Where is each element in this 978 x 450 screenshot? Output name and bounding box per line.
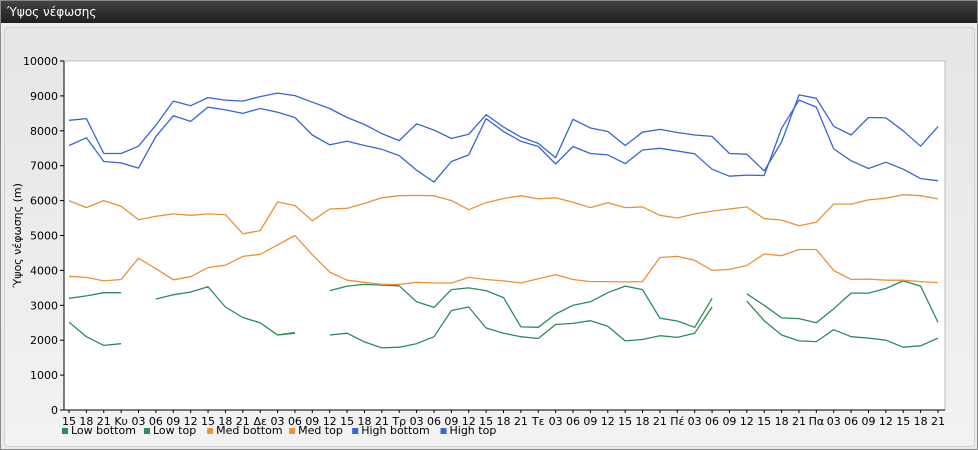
x-tick-label: 12 — [184, 415, 198, 428]
x-tick-label: 12 — [601, 415, 615, 428]
x-tick-label: 06 — [149, 415, 163, 428]
y-tick-label: 3000 — [30, 299, 58, 312]
title-bar: Ύψος νέφωσης — [1, 1, 977, 23]
x-tick-label: Κυ — [114, 415, 128, 428]
x-tick-label: 15 — [618, 415, 632, 428]
x-tick-label: 18 — [79, 415, 93, 428]
y-tick-label: 10000 — [23, 55, 58, 68]
x-tick-label: 21 — [236, 415, 250, 428]
legend-swatch — [352, 428, 359, 434]
window-title: Ύψος νέφωσης — [7, 5, 97, 19]
legend-label: Med top — [298, 424, 343, 437]
x-tick-label: 21 — [514, 415, 528, 428]
x-tick-label: 06 — [705, 415, 719, 428]
x-tick-label: 03 — [132, 415, 146, 428]
x-tick-label: 06 — [288, 415, 302, 428]
x-tick-label: 06 — [844, 415, 858, 428]
x-tick-label: 21 — [375, 415, 389, 428]
x-tick-label: 18 — [636, 415, 650, 428]
x-tick-label: Πέ — [670, 415, 684, 428]
y-tick-label: 8000 — [30, 125, 58, 138]
legend-label: Med bottom — [216, 424, 283, 437]
x-tick-label: 21 — [97, 415, 111, 428]
x-tick-label: 15 — [757, 415, 771, 428]
y-tick-label: 5000 — [30, 230, 58, 243]
x-tick-label: 09 — [166, 415, 180, 428]
legend-swatch — [144, 428, 150, 434]
x-tick-label: 21 — [653, 415, 667, 428]
x-tick-label: 12 — [323, 415, 337, 428]
legend-swatch — [207, 428, 214, 434]
x-tick-label: 03 — [549, 415, 563, 428]
x-tick-label: Δε — [253, 415, 267, 428]
series-line-med-top — [68, 194, 939, 235]
x-tick-label: 18 — [357, 415, 371, 428]
x-tick-label: 12 — [879, 415, 893, 428]
y-axis-label: Ύψος νέφωσης (m) — [11, 183, 24, 289]
x-tick-label: 12 — [740, 415, 754, 428]
x-tick-label: 03 — [827, 415, 841, 428]
y-tick-label: 1000 — [30, 369, 58, 382]
series-line-high-top — [68, 92, 939, 172]
y-tick-label: 4000 — [30, 264, 58, 277]
y-tick-label: 9000 — [30, 90, 58, 103]
x-tick-label: 06 — [427, 415, 441, 428]
x-tick-label: 09 — [444, 415, 458, 428]
x-tick-label: 03 — [688, 415, 702, 428]
legend-swatch — [440, 428, 447, 434]
plot-area — [63, 60, 946, 411]
x-tick-label: 18 — [218, 415, 232, 428]
legend-label: High top — [450, 424, 497, 437]
y-tick-label: 7000 — [30, 160, 58, 173]
x-tick-label: 18 — [775, 415, 789, 428]
legend-label: Low bottom — [71, 424, 136, 437]
x-tick-label: 09 — [305, 415, 319, 428]
x-tick-label: Πα — [809, 415, 825, 428]
x-tick-label: 06 — [566, 415, 580, 428]
x-tick-label: 09 — [722, 415, 736, 428]
legend-swatch — [62, 428, 68, 434]
x-tick-label: 15 — [896, 415, 910, 428]
legend-label: High bottom — [361, 424, 430, 437]
x-tick-label: 18 — [497, 415, 511, 428]
x-tick-label: 21 — [792, 415, 806, 428]
x-tick-label: 03 — [271, 415, 285, 428]
x-tick-label: 15 — [340, 415, 354, 428]
y-tick-label: 0 — [51, 404, 58, 417]
x-tick-label: 09 — [583, 415, 597, 428]
legend-swatch — [289, 428, 296, 434]
x-tick-label: 12 — [462, 415, 476, 428]
x-tick-label: 15 — [62, 415, 76, 428]
series-line-med-bottom — [68, 234, 939, 286]
y-tick-label: 2000 — [30, 334, 58, 347]
x-tick-label: 15 — [201, 415, 215, 428]
series-line-low-top — [68, 280, 939, 336]
x-tick-label: 18 — [914, 415, 928, 428]
x-tick-label: 03 — [410, 415, 424, 428]
y-tick-label: 6000 — [30, 195, 58, 208]
x-tick-label: Τρ — [391, 415, 406, 428]
legend-label: Low top — [153, 424, 196, 437]
x-tick-label: 21 — [931, 415, 945, 428]
x-tick-label: 15 — [479, 415, 493, 428]
x-tick-label: 09 — [861, 415, 875, 428]
x-tick-label: Τε — [531, 415, 545, 428]
